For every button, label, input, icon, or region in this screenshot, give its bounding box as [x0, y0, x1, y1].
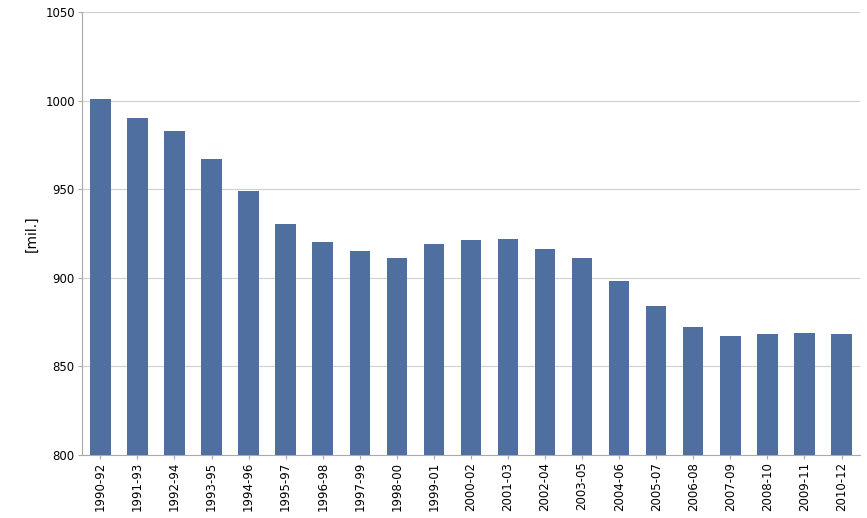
Bar — [90, 99, 110, 518]
Bar — [535, 249, 555, 518]
Bar — [572, 258, 592, 518]
Bar — [276, 224, 296, 518]
Bar — [794, 333, 815, 518]
Bar — [757, 334, 778, 518]
Bar — [312, 242, 333, 518]
Bar — [683, 327, 703, 518]
Bar — [720, 336, 740, 518]
Bar — [460, 240, 481, 518]
Bar — [127, 118, 147, 518]
Bar — [609, 281, 629, 518]
Bar — [349, 251, 370, 518]
Bar — [498, 239, 518, 518]
Bar — [201, 159, 222, 518]
Bar — [238, 191, 258, 518]
Bar — [424, 244, 444, 518]
Bar — [831, 334, 851, 518]
Bar — [164, 131, 185, 518]
Bar — [387, 258, 407, 518]
Bar — [646, 306, 667, 518]
Y-axis label: [mil.]: [mil.] — [24, 215, 38, 252]
